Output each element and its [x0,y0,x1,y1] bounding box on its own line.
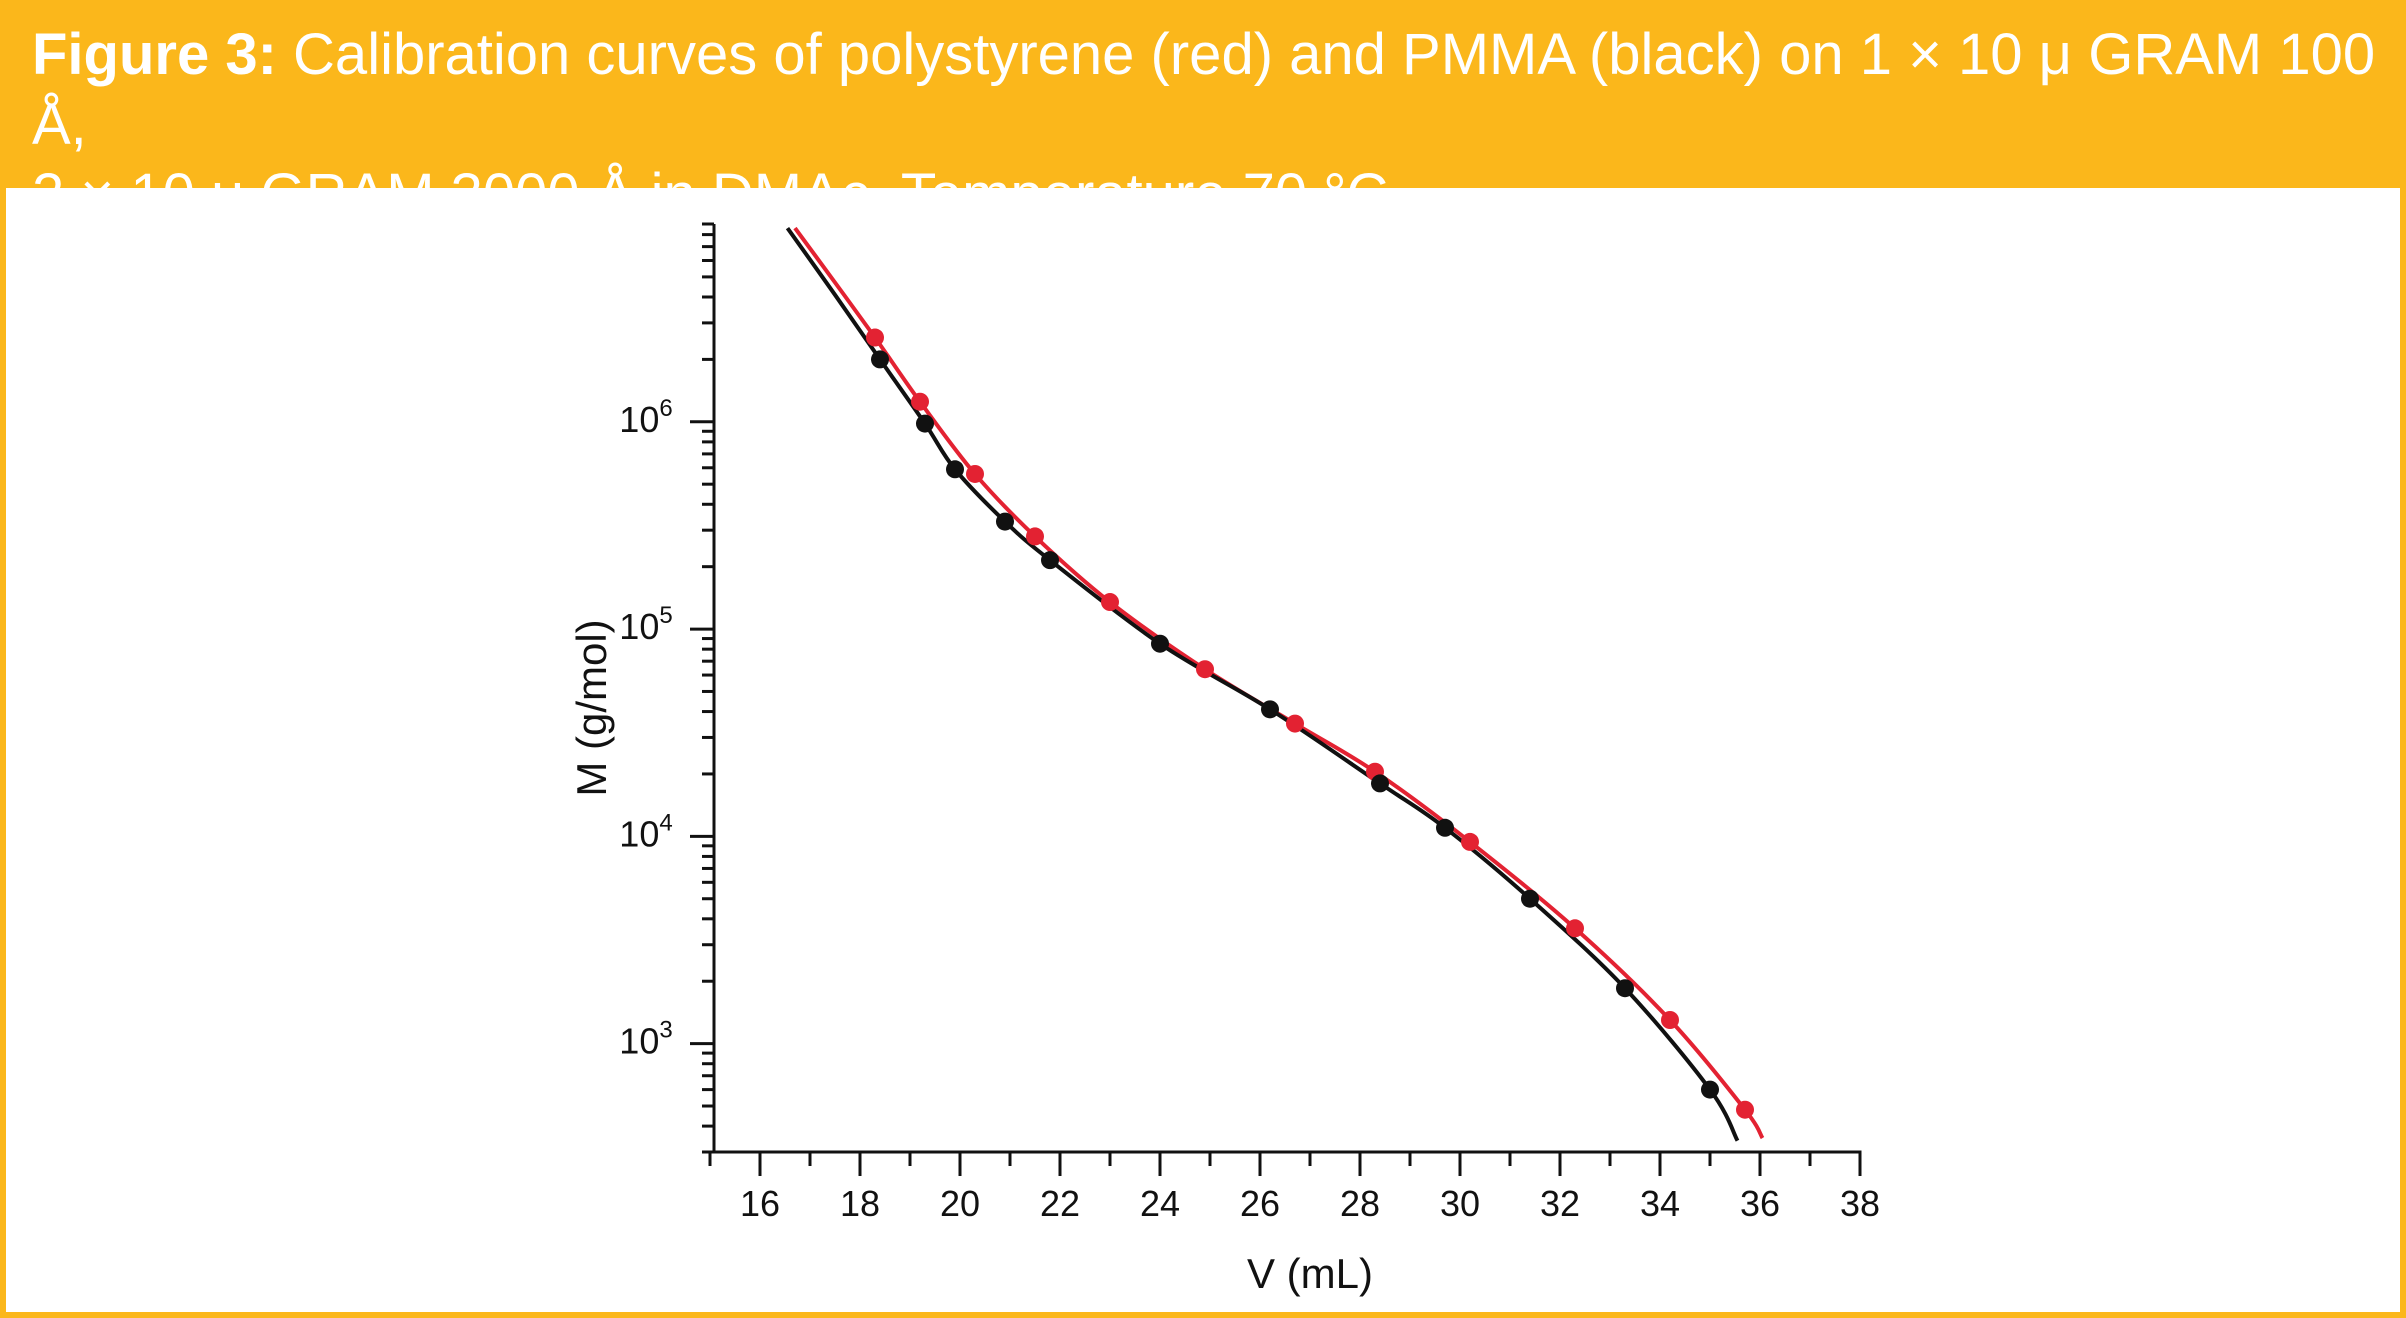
polystyrene-point [1566,919,1584,938]
y-tick-label: 104 [619,809,672,854]
pmma-point [871,350,889,369]
chart-axes [690,222,1862,1176]
chart-points [866,328,1754,1119]
x-tick-label: 16 [740,1183,780,1224]
x-tick-label: 32 [1540,1183,1580,1224]
pmma-point [1041,551,1059,570]
polystyrene-point [1736,1100,1754,1119]
caption-header: Figure 3: Calibration curves of polystyr… [6,6,2406,227]
pmma-point [946,460,964,479]
y-tick-label: 103 [619,1017,672,1062]
x-tick-label: 36 [1740,1183,1780,1224]
pmma-point [916,414,934,433]
y-tick-label: 106 [619,395,672,440]
y-axis-title: M (g/mol) [568,619,615,796]
pmma-point [1261,700,1279,719]
pmma-point [1521,889,1539,908]
pmma-curve [785,226,1740,1142]
x-tick-label: 24 [1140,1183,1180,1224]
caption-line-2: 2 × 10 μ GRAM 3000 Å in DMAc. Temperatur… [32,162,1405,227]
x-tick-label: 26 [1240,1183,1280,1224]
x-tick-label: 34 [1640,1183,1680,1224]
figure-caption: Figure 3: Calibration curves of polystyr… [32,20,2386,230]
x-tick-label: 30 [1440,1183,1480,1224]
x-tick-label: 22 [1040,1183,1080,1224]
y-tick-label: 105 [619,602,672,647]
polystyrene-point [866,328,884,347]
x-tick-label: 20 [940,1183,980,1224]
x-tick-label: 38 [1840,1183,1880,1224]
polystyrene-point [1286,714,1304,733]
polystyrene-point [1461,832,1479,851]
chart-labels: 16 18 20 22 24 26 28 30 32 34 36 38 103 104 105 106 V (m… [568,395,1880,1297]
pmma-point [1436,818,1454,837]
pmma-point [1701,1080,1719,1099]
pmma-point [996,512,1014,531]
polystyrene-point [966,464,984,483]
caption-line-1: Calibration curves of polystyrene (red) … [32,22,2376,157]
polystyrene-curve [793,226,1765,1140]
x-axis-title: V (mL) [1247,1250,1373,1297]
x-tick-label: 18 [840,1183,880,1224]
x-tick-label: 28 [1340,1183,1380,1224]
polystyrene-point [1661,1011,1679,1030]
pmma-point [1151,634,1169,653]
polystyrene-point [1026,527,1044,546]
chart-curves [785,226,1765,1142]
pmma-point [1616,979,1634,998]
polystyrene-point [1196,660,1214,679]
polystyrene-point [1101,593,1119,612]
calibration-chart: 16 18 20 22 24 26 28 30 32 34 36 38 103 104 105 106 V (m… [568,222,1880,1297]
polystyrene-point [911,392,929,411]
pmma-point [1371,774,1389,793]
caption-lead: Figure 3: [32,22,277,87]
